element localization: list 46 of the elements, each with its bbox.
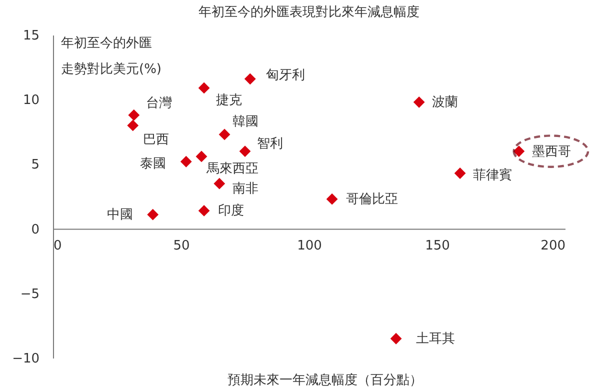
point	[218, 128, 230, 140]
point	[239, 146, 251, 157]
annotation: 哥倫比亞	[346, 192, 398, 208]
point	[244, 73, 256, 85]
point	[196, 150, 208, 162]
y-tick-label: −5	[20, 286, 40, 302]
point	[198, 205, 210, 216]
annotation: 韓國	[232, 114, 259, 130]
annotation: 印度	[218, 202, 244, 219]
point	[214, 178, 226, 190]
point	[128, 109, 140, 121]
annotation: 中國	[106, 208, 133, 223]
annotation: 匈牙利	[266, 68, 306, 83]
y-axis-title: 年初至今的外匯走勢對比美元(%)	[61, 36, 162, 77]
annotation: 巴西	[142, 132, 169, 148]
x-tick-label: 0	[54, 238, 62, 254]
annotation: 土耳其	[416, 332, 456, 347]
annotation: 台灣	[146, 96, 172, 112]
annotation: 捷克	[216, 92, 242, 108]
chart-title: 年初至今的外匯表現對比來年減息幅度	[198, 4, 420, 20]
annotation: 南非	[232, 182, 258, 197]
point	[326, 193, 338, 205]
x-axis-title: 預期未來一年減息幅度（百分點）	[228, 372, 422, 388]
y-tick-label: 0	[31, 222, 40, 238]
x-tick-label: 50	[173, 238, 190, 254]
point	[180, 156, 192, 168]
point	[390, 332, 402, 344]
x-tick-label: 100	[297, 238, 322, 254]
annotation: 墨西哥	[532, 144, 571, 160]
y-tick-label: 15	[22, 28, 40, 44]
annotation: 菲律賓	[473, 167, 512, 184]
point	[513, 146, 525, 157]
annotation: 馬來西亞	[205, 161, 258, 176]
annotation: 智利	[257, 136, 283, 152]
x-tick-label: 200	[540, 238, 566, 254]
point	[127, 120, 139, 132]
x-tick-label: 150	[425, 238, 450, 254]
annotation: 波蘭	[432, 95, 458, 110]
y-tick-label: −10	[12, 352, 40, 366]
point	[454, 168, 466, 179]
annotation: 泰國	[140, 156, 166, 172]
point	[147, 208, 159, 220]
y-tick-label: 10	[22, 93, 40, 108]
y-tick-label: 5	[31, 158, 40, 173]
point	[413, 96, 425, 108]
point	[198, 82, 210, 94]
